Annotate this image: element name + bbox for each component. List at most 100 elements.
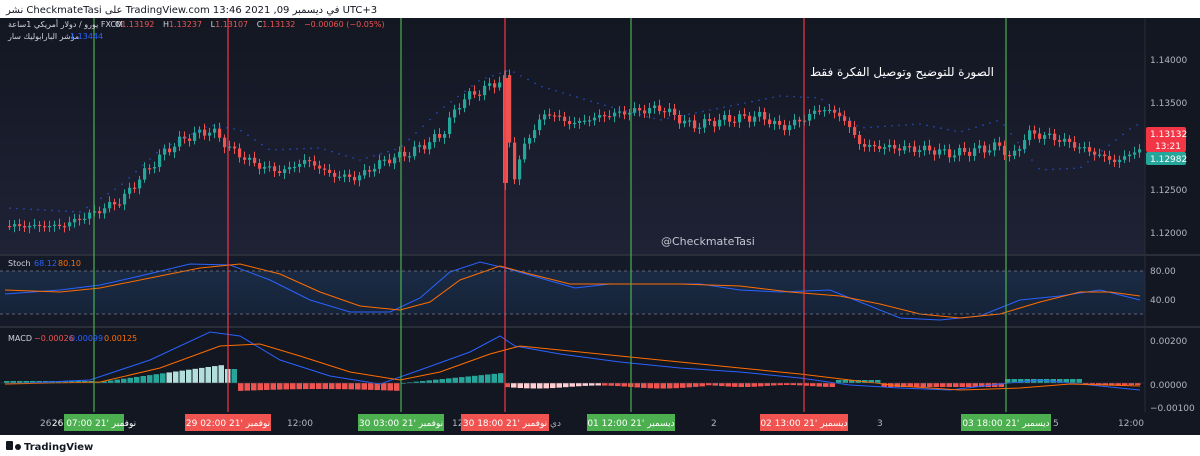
parabolic-sar-series — [9, 70, 1138, 213]
stoch-name[interactable]: Stoch — [8, 259, 31, 268]
candle-body — [633, 108, 637, 113]
ohlc-c-label: C — [257, 20, 263, 29]
macd-pane[interactable] — [0, 328, 1145, 412]
symbol-line[interactable]: يورو / دولار أمريكي 1ساعة FXCM — [8, 19, 123, 29]
sar-dot — [681, 114, 683, 117]
macd-hist-bar — [693, 383, 699, 387]
candle-body — [1023, 140, 1027, 150]
ohlc-l: 1.13107 — [215, 20, 248, 29]
sar-dot — [639, 113, 641, 116]
macd-hist-bar — [478, 375, 484, 383]
sar-dot — [184, 136, 186, 139]
sar-dot — [23, 208, 25, 210]
macd-hist-bar — [368, 383, 374, 390]
candle-body — [1128, 154, 1132, 157]
sar-dot — [765, 98, 767, 100]
candle-body — [528, 138, 532, 144]
candle-body — [873, 144, 877, 147]
macd-hist-bar — [686, 383, 692, 388]
sar-dot — [310, 147, 312, 150]
sar-dot — [275, 148, 277, 151]
sar-dot — [282, 148, 284, 151]
macd-hist-bar — [309, 383, 315, 390]
candle-body — [723, 115, 727, 120]
sar-dot — [562, 92, 564, 94]
candle-body — [813, 110, 817, 114]
candle-body — [663, 111, 667, 113]
candle-body — [713, 120, 717, 127]
candle-body — [13, 224, 17, 227]
candle-body — [1108, 156, 1112, 160]
last-price-badge — [1146, 127, 1186, 152]
sar-dot — [303, 147, 305, 150]
macd-hist-bar — [277, 383, 283, 390]
macd-hist-bar — [615, 383, 621, 387]
sar-dot — [1094, 155, 1096, 158]
sar-dot — [618, 108, 620, 110]
candle-body — [338, 176, 342, 178]
macd-name[interactable]: MACD — [8, 334, 32, 343]
footer-brand[interactable]: TradingView — [24, 442, 93, 453]
sar-dot — [513, 71, 515, 73]
price-pane[interactable] — [0, 18, 1145, 254]
macd-hist-bar — [212, 366, 218, 383]
tradingview-logo-icon[interactable] — [6, 441, 21, 450]
sar-dot — [128, 177, 130, 179]
time-tick: 5 — [1053, 419, 1059, 429]
candle-body — [598, 115, 602, 118]
sar-dot — [702, 110, 704, 113]
macd-hist-bar — [452, 377, 458, 383]
sar-dot — [989, 122, 991, 124]
candle-body — [733, 121, 737, 123]
candle-body — [1073, 142, 1077, 148]
candle-body — [928, 145, 932, 151]
sar-dot — [1115, 139, 1117, 141]
sar-dot — [1010, 132, 1012, 135]
candle-body — [1063, 138, 1067, 142]
sar-dot — [646, 115, 648, 118]
sar-dot — [1136, 124, 1138, 126]
sar-dot — [429, 118, 431, 121]
indicator-name[interactable]: مؤشر البارابوليك سار — [7, 32, 79, 41]
candle-body — [113, 201, 117, 205]
sar-dot — [982, 124, 984, 126]
sar-dot — [961, 130, 963, 133]
candle-body — [613, 112, 617, 117]
candle-body — [53, 224, 57, 227]
sar-dot — [905, 124, 907, 126]
price-axis[interactable]: 1.14000 1.13500 1.12500 1.12000 1.13132 … — [1146, 56, 1187, 239]
candle-body — [323, 168, 327, 170]
candle-body — [993, 142, 997, 151]
macd-hist-bar — [348, 383, 354, 390]
sar-dot — [534, 82, 536, 85]
sar-dot — [730, 105, 732, 107]
sar-dot — [1108, 144, 1110, 147]
macd-hist-bar — [108, 380, 114, 383]
candle-body — [293, 166, 297, 169]
macd-hist-bar — [810, 383, 816, 387]
candle-body — [1138, 149, 1142, 153]
sar-dot — [492, 74, 494, 77]
macd-hist-bar — [816, 383, 822, 387]
candle-body — [1058, 140, 1062, 142]
time-axis[interactable] — [0, 412, 1145, 435]
macd-hist-bar — [647, 383, 653, 389]
candle-body — [508, 75, 512, 143]
candle-body — [98, 211, 102, 214]
watermark: @CheckmateTasi — [661, 235, 755, 248]
candle-body — [83, 218, 87, 221]
macd-hist-bar — [803, 383, 809, 386]
candle-body — [568, 121, 572, 125]
macd-hist-bar — [30, 381, 36, 383]
macd-hist-bar — [1128, 383, 1134, 385]
macd-hist-bar — [868, 380, 874, 383]
candle-body — [668, 108, 672, 113]
sar-dot — [597, 102, 599, 105]
ohlc-l-label: L — [211, 20, 216, 29]
candle-body — [833, 109, 837, 113]
sar-dot — [856, 124, 858, 127]
macd-hist-bar — [420, 381, 426, 383]
macd-hist-bar — [732, 383, 738, 387]
macd-hist-bar — [764, 383, 770, 386]
